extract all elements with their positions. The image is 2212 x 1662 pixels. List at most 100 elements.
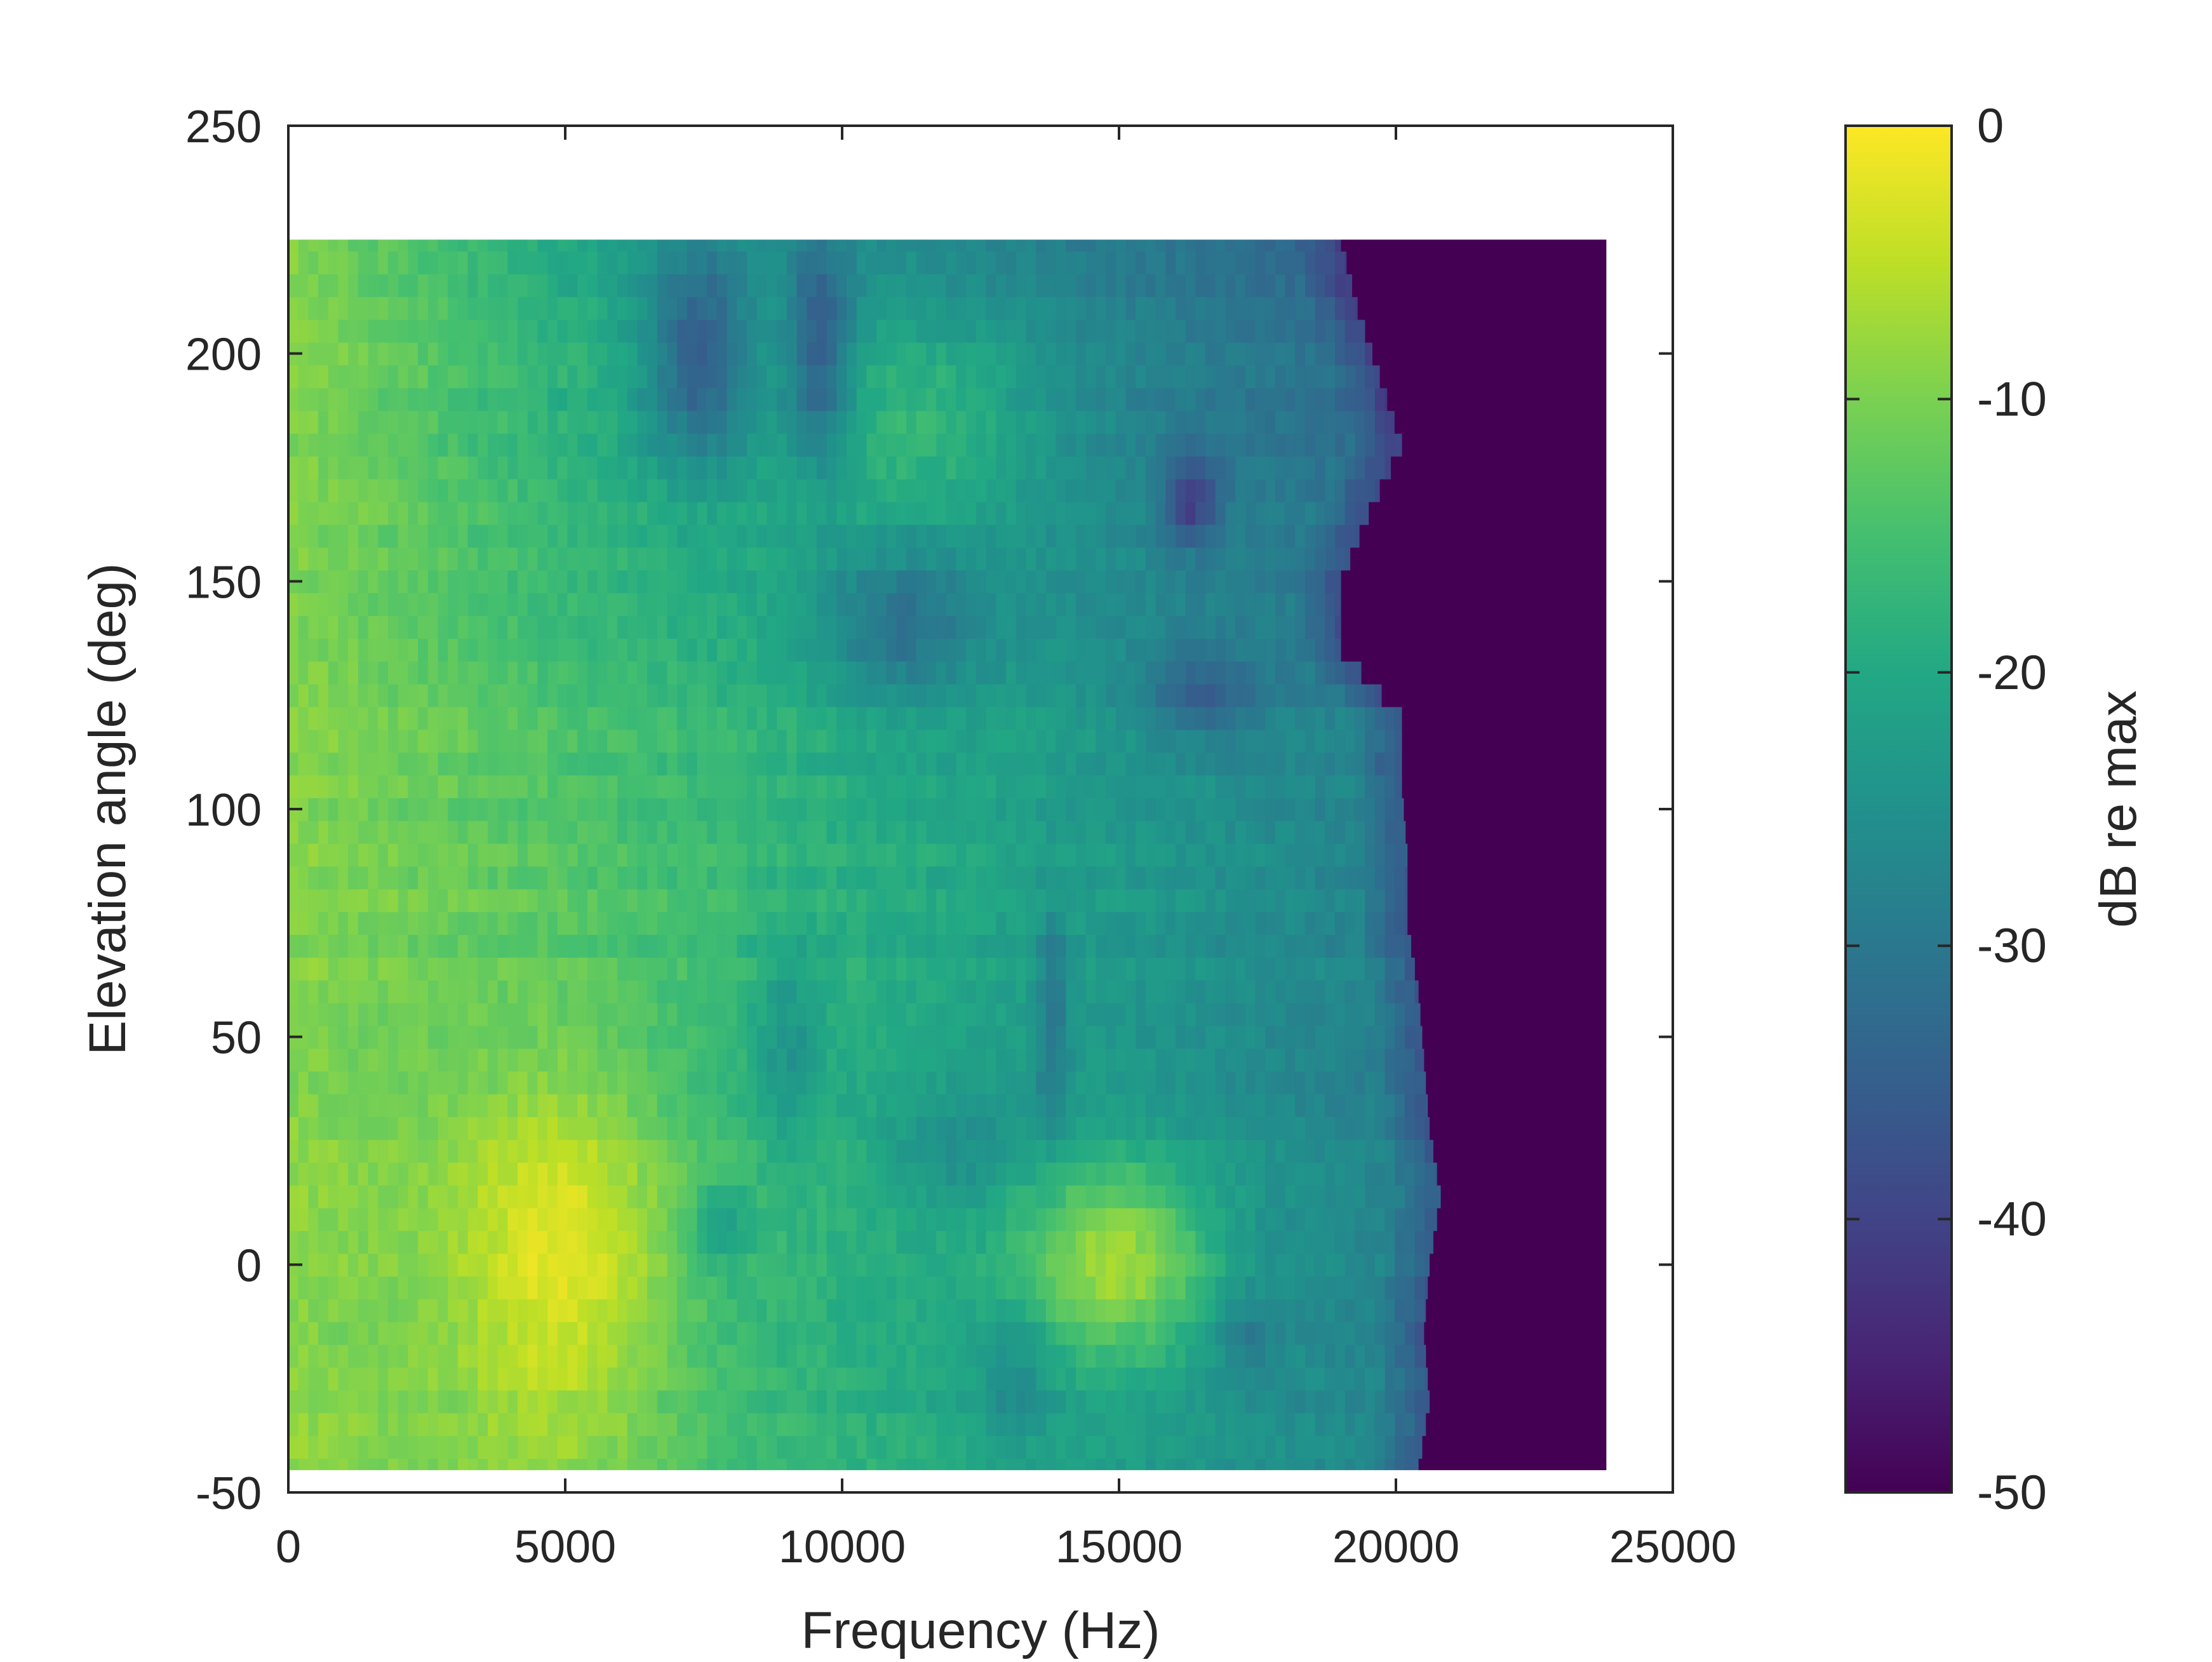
heatmap-cell (1304, 1230, 1316, 1254)
heatmap-cell (707, 638, 718, 662)
heatmap-cell (826, 1207, 838, 1231)
heatmap-cell (567, 1276, 578, 1299)
heatmap-cell (527, 1162, 539, 1186)
heatmap-cell (976, 888, 987, 913)
heatmap-cell (1285, 615, 1296, 639)
heatmap-cell (497, 706, 509, 730)
heatmap-cell (338, 1071, 349, 1095)
heatmap-cell (1045, 1094, 1057, 1117)
heatmap-cell (697, 1367, 708, 1391)
heatmap-cell (527, 1299, 539, 1322)
heatmap-cell (777, 1253, 788, 1277)
heatmap-cell (1026, 1276, 1036, 1299)
heatmap-cell (856, 524, 868, 548)
heatmap-cell (807, 1139, 817, 1163)
heatmap-cell (567, 1299, 578, 1322)
heatmap-cell (1016, 1276, 1027, 1299)
heatmap-cell (398, 729, 409, 753)
heatmap-cell (1006, 660, 1017, 685)
heatmap-cell (667, 980, 678, 1003)
heatmap-cell (1414, 1299, 1426, 1322)
heatmap-cell (936, 593, 947, 616)
heatmap-cell (1085, 729, 1097, 753)
heatmap-cell (1165, 1322, 1176, 1345)
heatmap-cell (886, 1116, 897, 1140)
heatmap-cell (886, 1230, 897, 1254)
heatmap-floor-cell (1381, 683, 1607, 707)
heatmap-cell (507, 820, 518, 844)
heatmap-cell (1235, 798, 1246, 821)
heatmap-cell (487, 729, 499, 753)
heatmap-cell (338, 683, 349, 707)
heatmap-cell (807, 957, 817, 981)
heatmap-cell (866, 1048, 877, 1072)
heatmap-floor-cell (1425, 1344, 1607, 1368)
heatmap-cell (1255, 1184, 1266, 1209)
heatmap-cell (1355, 524, 1360, 548)
heatmap-cell (986, 820, 997, 844)
heatmap-cell (587, 1253, 598, 1277)
heatmap-cell (1145, 1230, 1156, 1254)
heatmap-cell (1295, 729, 1306, 753)
heatmap-cell (876, 1071, 887, 1095)
heatmap-cell (597, 1025, 608, 1049)
heatmap-cell (427, 1367, 439, 1391)
heatmap-cell (418, 1276, 429, 1299)
heatmap-cell (707, 1458, 718, 1470)
heatmap-cell (438, 1390, 448, 1414)
heatmap-cell (866, 1299, 877, 1322)
heatmap-cell (976, 1412, 987, 1437)
heatmap-cell (527, 1094, 539, 1117)
heatmap-cell (1295, 683, 1306, 707)
heatmap-cell (1195, 1207, 1206, 1231)
heatmap-cell (597, 911, 608, 935)
heatmap-cell (448, 1207, 459, 1231)
heatmap-cell (687, 706, 698, 730)
heatmap-cell (976, 1435, 987, 1459)
heatmap-cell (537, 1412, 548, 1437)
heatmap-cell (387, 1435, 399, 1459)
heatmap-cell (906, 1048, 917, 1072)
heatmap-cell (467, 1344, 479, 1368)
heatmap-cell (457, 660, 469, 685)
heatmap-cell (747, 1344, 758, 1368)
heatmap-cell (358, 547, 369, 571)
heatmap-cell (487, 1139, 499, 1163)
heatmap-cell (1136, 638, 1146, 662)
heatmap-cell (487, 478, 499, 502)
heatmap-cell (926, 524, 937, 548)
heatmap-cell (368, 593, 379, 616)
heatmap-cell (387, 593, 399, 616)
heatmap-cell (697, 1412, 708, 1437)
heatmap-cell (816, 866, 828, 890)
heatmap-cell (826, 524, 838, 548)
heatmap-cell (796, 980, 807, 1003)
heatmap-cell (687, 1025, 698, 1049)
heatmap-cell (637, 1412, 648, 1437)
heatmap-cell (368, 1412, 379, 1437)
heatmap-cell (846, 798, 857, 821)
heatmap-cell (487, 980, 499, 1003)
heatmap-cell (427, 501, 439, 525)
heatmap-cell (786, 1002, 798, 1026)
heatmap-cell (318, 1048, 329, 1072)
heatmap-cell (308, 1299, 319, 1322)
heatmap-cell (687, 1276, 698, 1299)
heatmap-cell (298, 1435, 309, 1459)
heatmap-cell (816, 1435, 828, 1459)
heatmap-cell (408, 501, 419, 525)
heatmap-cell (387, 980, 399, 1003)
heatmap-cell (677, 1116, 688, 1140)
heatmap-cell (1106, 798, 1116, 821)
heatmap-cell (756, 660, 768, 685)
heatmap-cell (986, 1230, 997, 1254)
heatmap-cell (657, 1139, 668, 1163)
heatmap-cell (1036, 1367, 1047, 1391)
heatmap-cell (1374, 888, 1386, 913)
heatmap-cell (1096, 1253, 1106, 1277)
heatmap-cell (1374, 478, 1380, 502)
heatmap-cell (537, 1025, 548, 1049)
heatmap-cell (288, 843, 299, 867)
heatmap-cell (866, 1322, 877, 1345)
heatmap-cell (1165, 547, 1176, 571)
